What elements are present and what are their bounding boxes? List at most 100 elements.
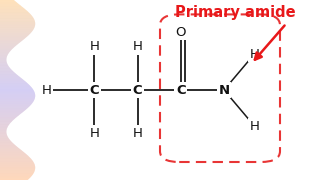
Polygon shape [0, 77, 21, 78]
Polygon shape [0, 107, 28, 108]
Text: H: H [250, 48, 259, 60]
Polygon shape [0, 12, 29, 13]
Polygon shape [0, 129, 7, 130]
Polygon shape [0, 133, 7, 134]
Polygon shape [0, 21, 35, 22]
Polygon shape [0, 118, 16, 119]
Polygon shape [0, 31, 32, 32]
Polygon shape [0, 119, 14, 120]
Polygon shape [0, 158, 31, 159]
Polygon shape [0, 85, 30, 86]
Polygon shape [0, 36, 28, 37]
Polygon shape [0, 0, 15, 1]
Polygon shape [0, 154, 27, 155]
Polygon shape [0, 166, 35, 167]
Polygon shape [0, 76, 20, 77]
Polygon shape [0, 141, 12, 142]
Polygon shape [0, 136, 8, 137]
Polygon shape [0, 71, 13, 72]
Polygon shape [0, 24, 35, 25]
Polygon shape [0, 122, 11, 123]
Polygon shape [0, 54, 8, 55]
Polygon shape [0, 100, 34, 101]
Polygon shape [0, 98, 35, 99]
Polygon shape [0, 66, 9, 67]
Polygon shape [0, 22, 35, 23]
Polygon shape [0, 101, 34, 102]
Polygon shape [0, 121, 12, 122]
Polygon shape [0, 3, 18, 4]
Polygon shape [0, 93, 35, 94]
Polygon shape [0, 86, 31, 87]
Polygon shape [0, 106, 30, 107]
Polygon shape [0, 120, 13, 121]
Polygon shape [0, 126, 8, 127]
Text: H: H [90, 40, 99, 53]
Text: H: H [133, 40, 142, 53]
Polygon shape [0, 178, 30, 179]
Polygon shape [0, 6, 22, 7]
Polygon shape [0, 30, 33, 31]
Polygon shape [0, 114, 20, 115]
Polygon shape [0, 159, 32, 160]
Polygon shape [0, 151, 23, 152]
Polygon shape [0, 23, 35, 24]
Polygon shape [0, 70, 13, 71]
Polygon shape [0, 132, 6, 133]
Polygon shape [0, 33, 31, 34]
Polygon shape [0, 51, 10, 52]
Polygon shape [0, 53, 9, 54]
Polygon shape [0, 170, 35, 171]
Polygon shape [0, 111, 24, 112]
Polygon shape [0, 139, 10, 140]
Polygon shape [0, 145, 16, 146]
Polygon shape [0, 18, 34, 19]
Text: Primary amide: Primary amide [175, 5, 295, 20]
Polygon shape [0, 45, 17, 46]
Polygon shape [0, 164, 35, 165]
Polygon shape [0, 116, 18, 117]
Polygon shape [0, 10, 27, 11]
Polygon shape [0, 47, 14, 48]
Polygon shape [0, 146, 17, 147]
Text: O: O [176, 26, 186, 39]
Polygon shape [0, 103, 32, 104]
Polygon shape [0, 48, 13, 49]
Polygon shape [0, 99, 35, 100]
Polygon shape [0, 49, 12, 50]
Polygon shape [0, 91, 35, 92]
Polygon shape [0, 135, 7, 136]
Polygon shape [0, 73, 16, 74]
Polygon shape [0, 143, 14, 144]
Polygon shape [0, 13, 30, 14]
Polygon shape [0, 165, 35, 166]
Polygon shape [0, 61, 7, 62]
Polygon shape [0, 88, 32, 89]
Polygon shape [0, 39, 24, 40]
Polygon shape [0, 80, 24, 81]
Polygon shape [0, 42, 20, 43]
Polygon shape [0, 175, 32, 176]
Polygon shape [0, 64, 8, 65]
Polygon shape [0, 140, 11, 141]
Polygon shape [0, 179, 28, 180]
Polygon shape [0, 97, 35, 98]
Polygon shape [0, 83, 28, 84]
Polygon shape [0, 78, 22, 79]
Polygon shape [0, 43, 19, 44]
Polygon shape [0, 104, 31, 105]
Polygon shape [0, 7, 23, 8]
Polygon shape [0, 17, 34, 18]
Polygon shape [0, 15, 32, 16]
Polygon shape [0, 94, 35, 95]
Polygon shape [0, 157, 30, 158]
Polygon shape [0, 9, 26, 10]
Polygon shape [0, 72, 15, 73]
Polygon shape [0, 113, 21, 114]
Polygon shape [0, 161, 33, 162]
Polygon shape [0, 137, 8, 138]
Polygon shape [0, 131, 6, 132]
Polygon shape [0, 25, 35, 26]
Polygon shape [0, 149, 21, 150]
Polygon shape [0, 130, 6, 131]
